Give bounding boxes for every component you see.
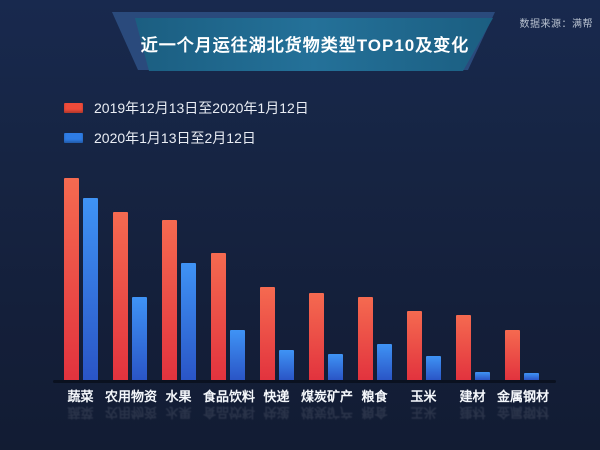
bar-red-period1: [161, 220, 177, 380]
bar-red-period1: [455, 315, 471, 380]
bar-red-period1: [504, 329, 520, 380]
bar-red-period1: [210, 252, 226, 380]
x-axis-labels: 蔬菜 农用物资 水果 食品饮料 快递 煤炭矿产 粮食 玉米 建材 金属钢材: [56, 386, 550, 405]
bar-group: [350, 297, 399, 380]
banner-front-ribbon: [135, 18, 493, 71]
bar-group: [301, 293, 350, 380]
legend-swatch-blue: [64, 133, 83, 143]
bar-blue-period2: [376, 343, 392, 380]
bar-group: [399, 311, 448, 380]
bar-group: [497, 329, 546, 380]
bar-group: [56, 178, 105, 380]
axis-label: 水果: [165, 405, 192, 420]
axis-label: 农用物资: [105, 389, 158, 404]
legend-label-period2: 2020年1月13日至2月12日: [94, 130, 256, 146]
bar-red-period1: [308, 293, 324, 380]
axis-label: 粮食: [361, 405, 388, 420]
bar-blue-period2: [180, 262, 196, 380]
title-banner: 近一个月运往湖北货物类型TOP10及变化: [112, 12, 495, 71]
axis-label: 煤炭矿产: [301, 389, 354, 404]
bar-blue-period2: [131, 297, 147, 380]
bar-blue-period2: [82, 198, 98, 380]
bar-red-period1: [357, 297, 373, 380]
axis-label: 金属钢材: [497, 405, 550, 420]
axis-label: 煤炭矿产: [301, 405, 354, 420]
page-title: 近一个月运往湖北货物类型TOP10及变化: [141, 35, 470, 55]
axis-label: 快递: [263, 405, 290, 420]
bar-blue-period2: [425, 355, 441, 380]
axis-label: 粮食: [361, 389, 388, 404]
bar-group: [154, 220, 203, 380]
bar-blue-period2: [327, 353, 343, 380]
bar-group: [252, 287, 301, 380]
chart-legend: 2019年12月13日至2020年1月12日 2020年1月13日至2月12日: [64, 98, 309, 158]
axis-label: 玉米: [410, 389, 437, 404]
legend-label-period1: 2019年12月13日至2020年1月12日: [94, 100, 309, 116]
axis-label: 玉米: [410, 405, 437, 420]
x-axis-line: [53, 380, 556, 383]
axis-label: 建材: [459, 405, 486, 420]
bar-blue-period2: [229, 329, 245, 380]
axis-label: 快递: [263, 389, 290, 404]
axis-label: 食品饮料: [203, 405, 256, 420]
axis-label: 食品饮料: [203, 389, 256, 404]
bar-red-period1: [406, 311, 422, 380]
bar-blue-period2: [278, 349, 294, 380]
bar-group: [203, 252, 252, 380]
bar-chart: [56, 170, 546, 380]
bar-group: [105, 212, 154, 380]
axis-label: 农用物资: [105, 405, 158, 420]
bar-group: [448, 315, 497, 380]
data-source-note: 数据来源：满帮: [519, 19, 593, 30]
axis-label: 金属钢材: [497, 389, 550, 404]
x-axis-labels-reflection: 蔬菜 农用物资 水果 食品饮料 快递 煤炭矿产 粮食 玉米 建材 金属钢材: [56, 404, 550, 423]
axis-label: 水果: [165, 389, 192, 404]
bar-red-period1: [259, 287, 275, 380]
bar-red-period1: [112, 212, 128, 380]
bar-blue-period2: [474, 371, 490, 380]
axis-label: 蔬菜: [67, 389, 94, 404]
legend-swatch-red: [64, 103, 83, 113]
axis-label: 蔬菜: [67, 405, 94, 420]
bar-red-period1: [63, 178, 79, 380]
legend-item-period1: 2019年12月13日至2020年1月12日: [64, 98, 309, 118]
legend-item-period2: 2020年1月13日至2月12日: [64, 128, 309, 148]
bar-blue-period2: [523, 372, 539, 380]
axis-label: 建材: [459, 389, 486, 404]
